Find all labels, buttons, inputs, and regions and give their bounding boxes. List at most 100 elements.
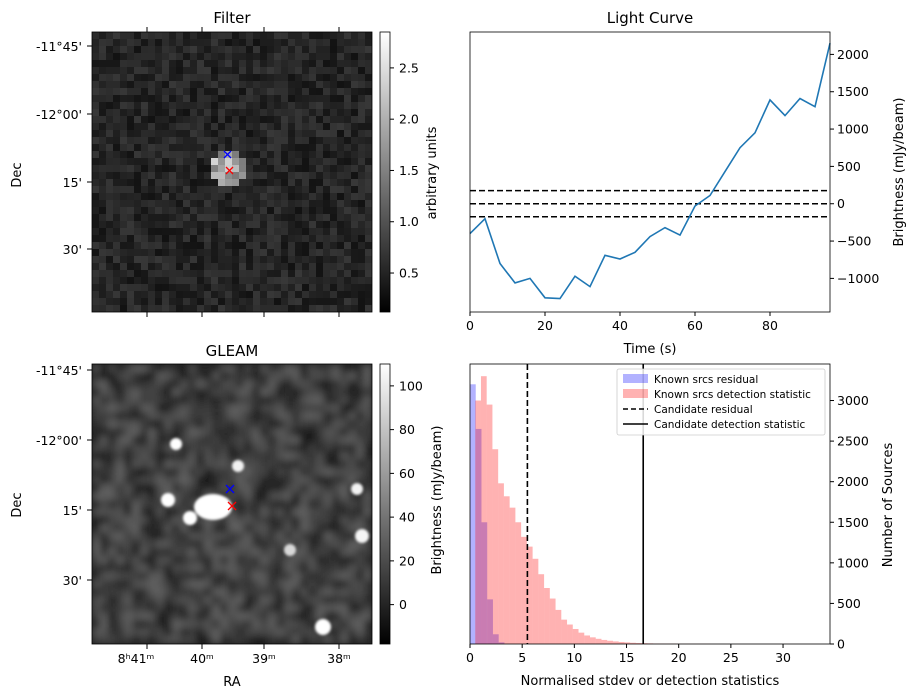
colorbar-tick-label: 0 — [399, 597, 407, 612]
gleam-noise-cell — [92, 412, 100, 420]
filter-pixel — [190, 95, 197, 102]
gleam-noise-cell — [92, 564, 100, 572]
filter-pixel — [246, 144, 253, 151]
gleam-noise-cell — [228, 372, 236, 380]
filter-pixel — [183, 305, 190, 312]
filter-pixel — [197, 235, 204, 242]
filter-pixel — [267, 165, 274, 172]
gleam-noise-cell — [340, 364, 348, 372]
gleam-noise-cell — [212, 452, 220, 460]
filter-pixel — [260, 88, 267, 95]
gleam-noise-cell — [220, 460, 228, 468]
gleam-noise-cell — [308, 604, 316, 612]
filter-pixel — [246, 214, 253, 221]
filter-pixel — [288, 151, 295, 158]
filter-pixel — [309, 193, 316, 200]
filter-pixel — [92, 200, 99, 207]
gleam-noise-cell — [204, 484, 212, 492]
filter-ytick-label: 30' — [63, 242, 82, 257]
gleam-noise-cell — [204, 476, 212, 484]
gleam-noise-cell — [244, 556, 252, 564]
gleam-noise-cell — [132, 548, 140, 556]
gleam-noise-cell — [92, 484, 100, 492]
gleam-noise-cell — [364, 380, 372, 388]
lightcurve-xlabel: Time (s) — [623, 342, 677, 357]
filter-pixel — [365, 165, 372, 172]
gleam-noise-cell — [316, 420, 324, 428]
filter-pixel — [288, 249, 295, 256]
filter-pixel — [169, 151, 176, 158]
filter-pixel — [351, 158, 358, 165]
filter-pixel — [288, 102, 295, 109]
filter-pixel — [323, 53, 330, 60]
filter-pixel — [302, 284, 309, 291]
filter-pixel — [155, 60, 162, 67]
x-tick-label: 10 — [566, 650, 582, 665]
filter-pixel — [106, 39, 113, 46]
gleam-noise-cell — [316, 380, 324, 388]
filter-pixel — [253, 207, 260, 214]
filter-pixel — [218, 165, 225, 172]
filter-pixel — [127, 60, 134, 67]
filter-pixel — [134, 60, 141, 67]
filter-pixel — [92, 249, 99, 256]
gleam-noise-cell — [364, 444, 372, 452]
filter-pixel — [155, 88, 162, 95]
gleam-noise-cell — [244, 468, 252, 476]
gleam-noise-cell — [156, 620, 164, 628]
filter-pixel — [337, 298, 344, 305]
filter-pixel — [176, 165, 183, 172]
gleam-noise-cell — [300, 484, 308, 492]
gleam-noise-cell — [180, 508, 188, 516]
gleam-noise-cell — [268, 388, 276, 396]
filter-pixel — [309, 109, 316, 116]
gleam-noise-cell — [228, 452, 236, 460]
filter-pixel — [169, 214, 176, 221]
gleam-noise-cell — [348, 500, 356, 508]
gleam-noise-cell — [244, 564, 252, 572]
filter-pixel — [218, 305, 225, 312]
gleam-noise-cell — [300, 492, 308, 500]
filter-pixel — [295, 158, 302, 165]
filter-pixel — [351, 291, 358, 298]
gleam-noise-cell — [124, 420, 132, 428]
gleam-noise-cell — [300, 564, 308, 572]
filter-pixel — [323, 144, 330, 151]
filter-pixel — [176, 242, 183, 249]
gleam-noise-cell — [268, 532, 276, 540]
gleam-noise-cell — [92, 620, 100, 628]
filter-yticks: -11°45' -12°00' 15' 30' — [36, 39, 92, 257]
gleam-noise-cell — [236, 612, 244, 620]
filter-pixel — [197, 186, 204, 193]
x-tick-label: 20 — [671, 650, 687, 665]
filter-pixel — [141, 137, 148, 144]
gleam-noise-cell — [324, 516, 332, 524]
gleam-noise-cell — [172, 404, 180, 412]
filter-pixel — [134, 263, 141, 270]
gleam-noise-cell — [236, 556, 244, 564]
filter-pixel — [253, 214, 260, 221]
gleam-noise-cell — [356, 564, 364, 572]
gleam-noise-cell — [244, 460, 252, 468]
filter-pixel — [309, 46, 316, 53]
gleam-noise-cell — [292, 532, 300, 540]
filter-pixel — [106, 109, 113, 116]
gleam-noise-cell — [316, 524, 324, 532]
filter-pixel — [162, 158, 169, 165]
legend-label: Known srcs residual — [654, 374, 758, 386]
filter-pixel — [162, 221, 169, 228]
gleam-noise-cell — [260, 476, 268, 484]
filter-pixel — [274, 137, 281, 144]
filter-pixel — [316, 186, 323, 193]
gleam-noise-cell — [212, 460, 220, 468]
filter-pixel — [253, 116, 260, 123]
filter-pixel — [260, 284, 267, 291]
filter-pixel — [106, 165, 113, 172]
filter-pixel — [323, 291, 330, 298]
gleam-noise-cell — [116, 508, 124, 516]
gleam-noise-cell — [300, 628, 308, 636]
filter-pixel — [162, 137, 169, 144]
filter-pixel — [246, 256, 253, 263]
gleam-xtick-label: 39ᵐ — [252, 651, 276, 666]
filter-pixel — [351, 249, 358, 256]
